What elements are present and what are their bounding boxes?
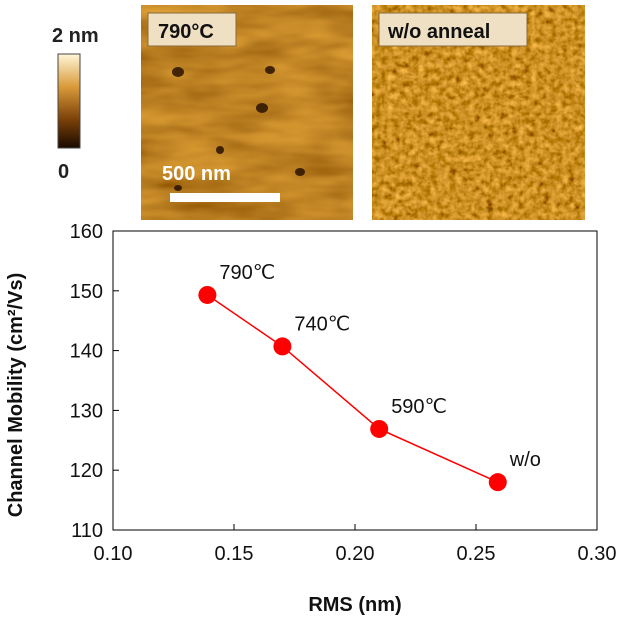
image-label-annealed: 790°C [158, 21, 214, 43]
x-tick-label: 0.20 [336, 543, 375, 565]
scale-bar-label: 500 nm [162, 163, 231, 185]
data-point [198, 285, 217, 304]
data-point-label: 740℃ [294, 313, 350, 335]
x-tick-label: 0.25 [457, 543, 496, 565]
image-label-box-unannealed [378, 12, 528, 47]
image-label-box-annealed [147, 12, 237, 47]
plot-area [112, 230, 598, 531]
colorbar-gradient [57, 53, 81, 149]
y-tick-label: 140 [70, 341, 103, 363]
scale-bar [170, 193, 280, 202]
afm-image-annealed: 790°C 500 nm [141, 5, 353, 220]
afm-image-unannealed: w/o anneal [372, 5, 585, 220]
x-tick-label: 0.10 [94, 543, 133, 565]
y-tick-label: 160 [70, 221, 103, 243]
image-label-unannealed: w/o anneal [387, 21, 490, 43]
colorbar-max-label: 2 nm [52, 25, 99, 47]
y-axis: 110 120 130 140 150 160 [70, 221, 119, 542]
y-tick-label: 110 [71, 520, 103, 542]
data-point [273, 337, 292, 356]
series-line [206, 294, 499, 483]
series-mobility: 790℃ 740℃ 590℃ w/o [198, 262, 541, 492]
y-tick-label: 120 [70, 460, 103, 482]
data-point-label: w/o [509, 449, 541, 471]
x-tick-label: 0.15 [215, 543, 254, 565]
y-tick-label: 150 [70, 281, 103, 303]
colorbar-min-label: 0 [58, 161, 69, 183]
x-axis: 0.10 0.15 0.20 0.25 0.30 [94, 524, 617, 565]
data-point [488, 473, 507, 492]
colorbar: 2 nm 0 [52, 25, 99, 183]
data-point [370, 419, 389, 438]
data-point-label: 590℃ [391, 396, 447, 418]
x-axis-label: RMS (nm) [308, 594, 401, 616]
y-tick-label: 130 [70, 400, 103, 422]
y-axis-label: Channel Mobility (cm²/Vs) [5, 273, 27, 517]
x-tick-label: 0.30 [578, 543, 617, 565]
data-point-label: 790℃ [219, 262, 275, 284]
